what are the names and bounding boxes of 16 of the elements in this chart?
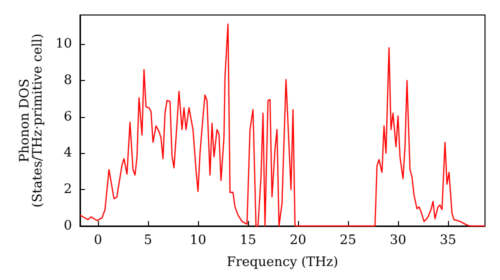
x-tick-label: 30 (390, 233, 406, 248)
y-tick-label: 0 (64, 218, 72, 234)
y-tick-label: 2 (64, 182, 72, 198)
y-tick-label: 6 (64, 109, 72, 124)
x-tick-label: 0 (94, 233, 102, 248)
y-tick-label: 8 (64, 72, 72, 88)
x-tick-label: 20 (290, 233, 306, 248)
x-axis-title: Frequency (THz) (226, 255, 338, 270)
x-tick-label: 15 (240, 233, 256, 248)
y-tick-label: 4 (64, 146, 72, 161)
x-tick-label: 25 (340, 233, 356, 248)
x-tick-label: 10 (190, 233, 206, 248)
y-tick-label: 10 (55, 36, 72, 52)
x-tick-label: 35 (440, 233, 456, 248)
x-tick-label: 5 (144, 233, 152, 248)
y-axis-title: Phonon DOS (States/THz·primitive cell) (18, 33, 46, 208)
